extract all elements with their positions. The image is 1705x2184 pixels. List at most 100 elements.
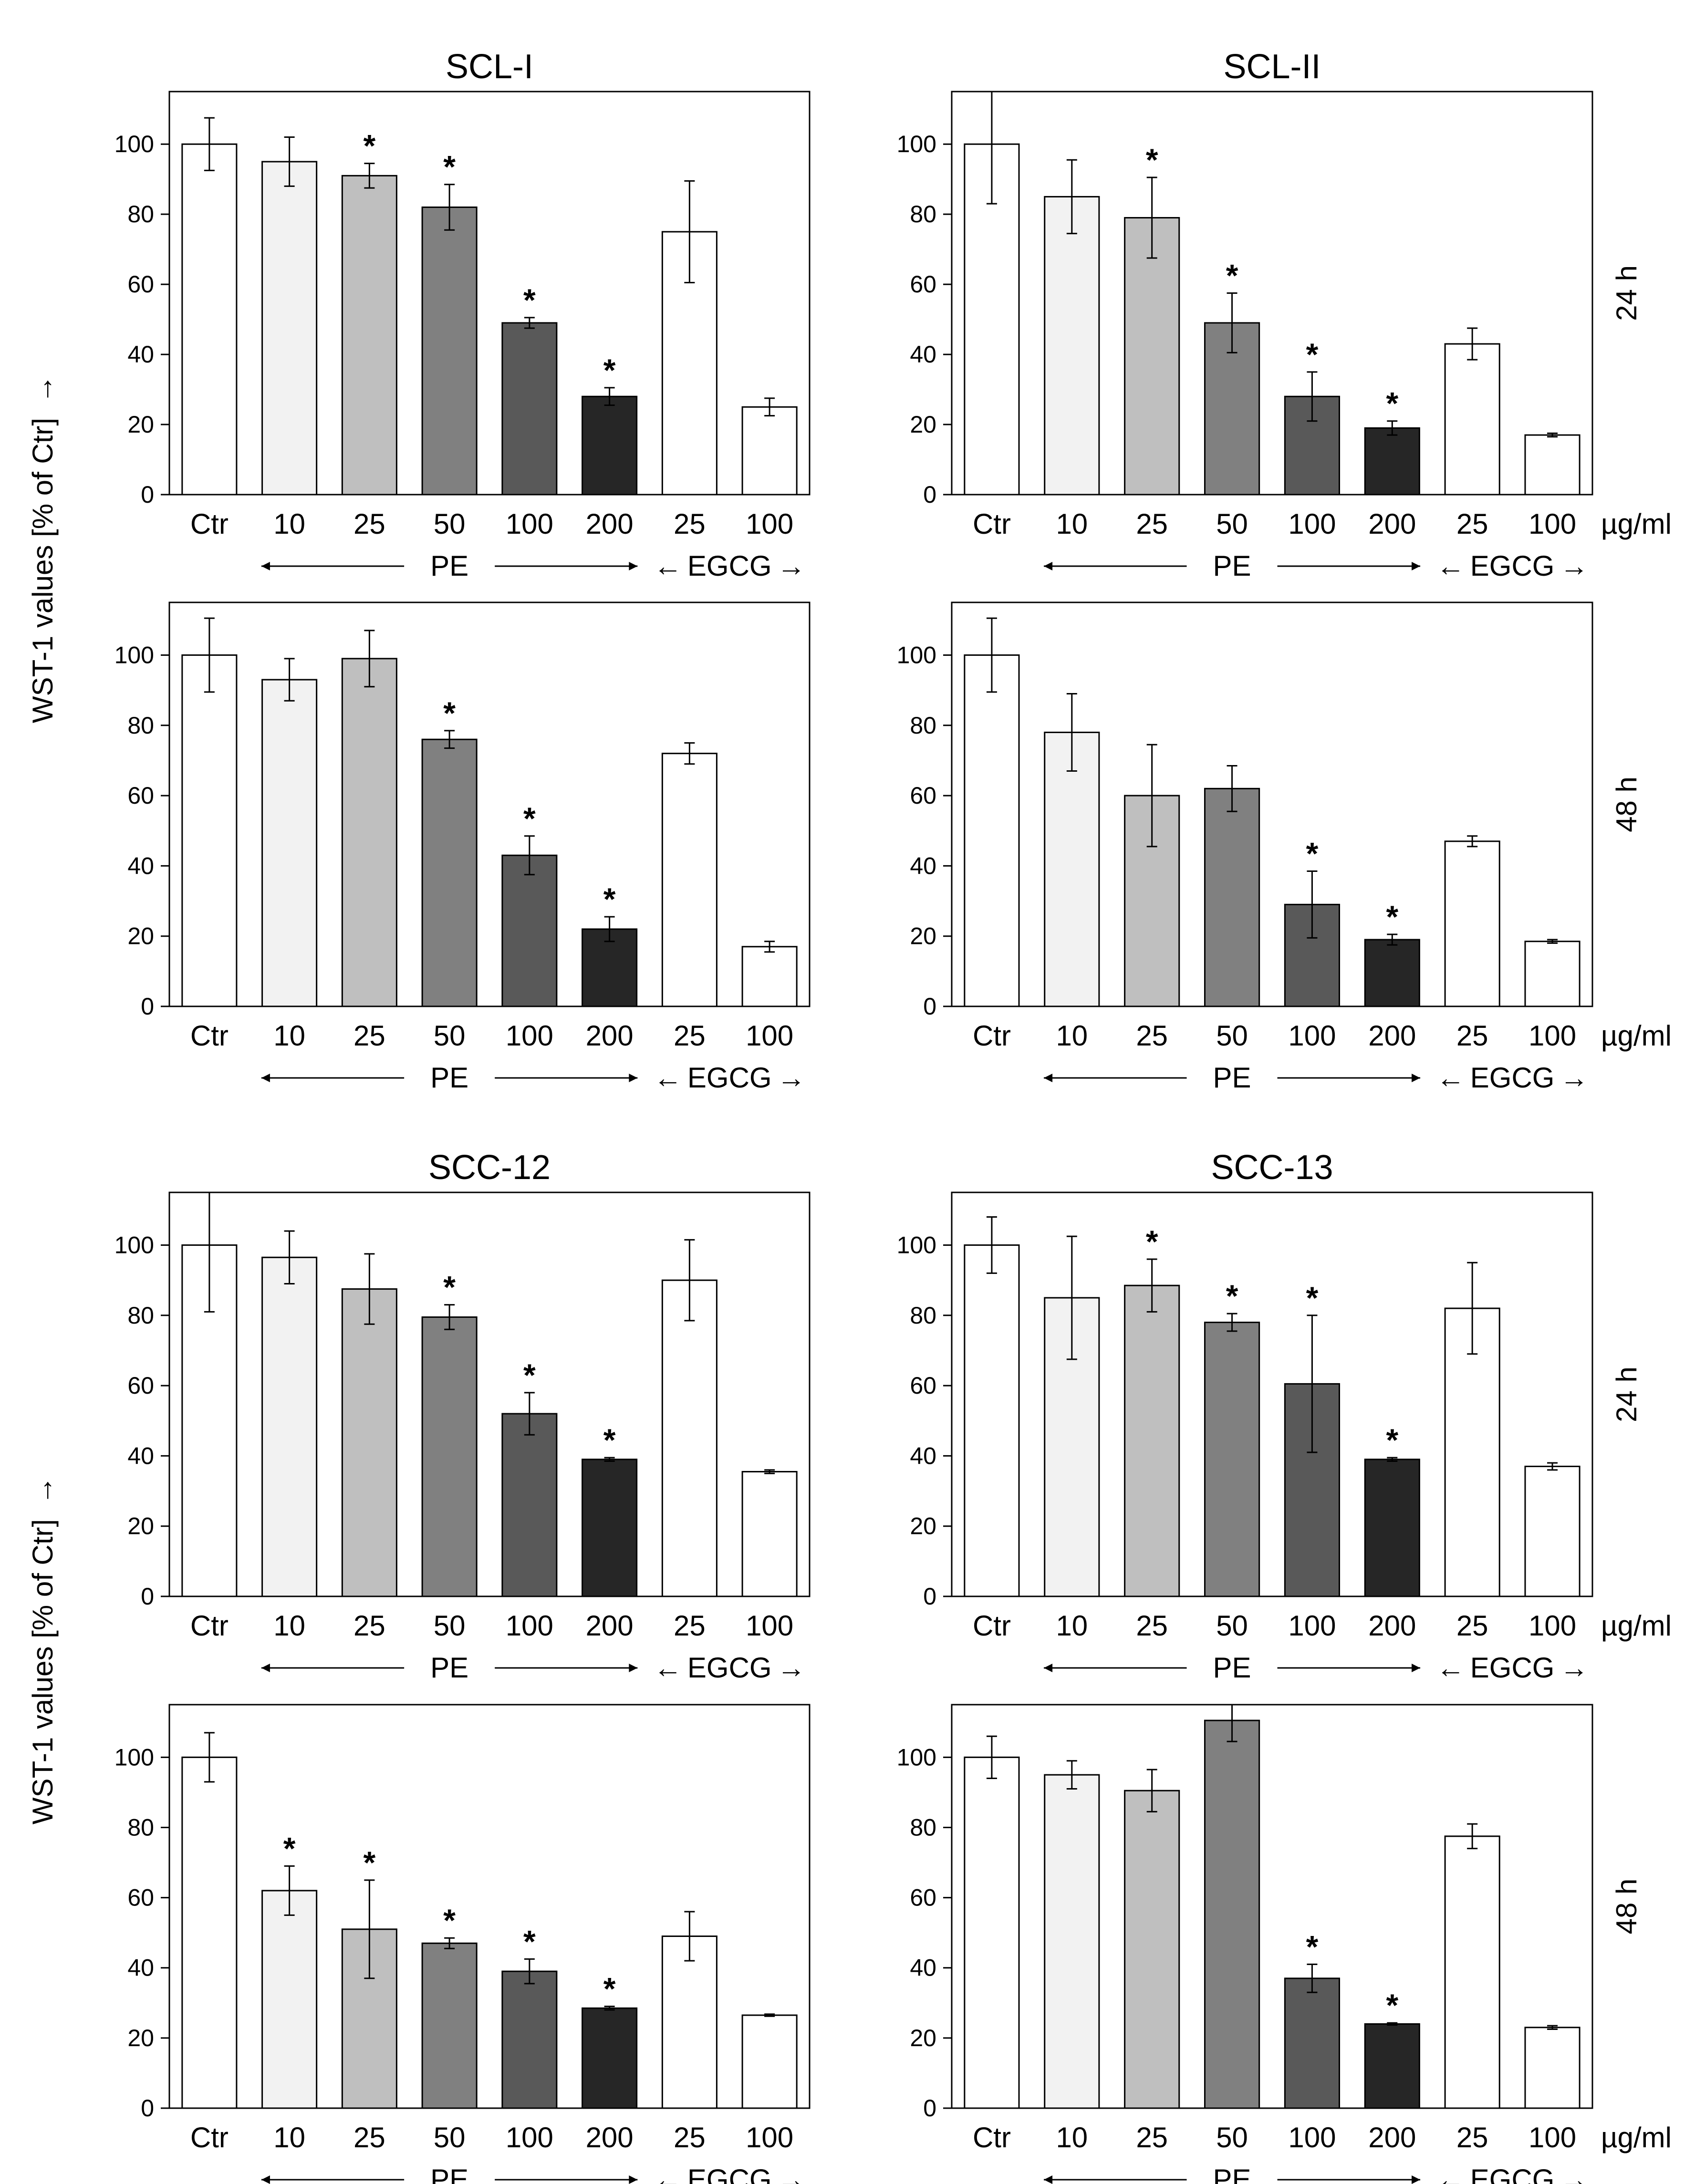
y-tick-label: 60 [127,271,154,298]
bar [261,161,318,496]
bar [1444,1307,1500,1597]
pe-arrowhead-left [1044,2175,1053,2184]
group-label-pe: PE [430,1652,468,1684]
group-label-pe: PE [430,1062,468,1094]
y-tick-label: 20 [910,411,936,438]
category-label: 100 [746,1020,793,1052]
category-label: Ctr [190,1020,229,1052]
y-tick-label: 80 [910,1302,936,1329]
panel-8: 0 20 40 60 80 100 Ctr 10 25 50 * 100 * 200 25 100 PE ← EGC… [897,1704,1672,2184]
bar [421,1316,478,1597]
panel-2: 0 20 40 60 80 100 Ctr 10 * 25 * 50 * 100 * 200 25 100 PE ← E… [897,48,1672,582]
panel-1: 0 20 40 60 80 100 Ctr 10 * 25 * 50 * 100 * 200 25 100 PE ← E… [114,48,811,582]
significance-star: * [603,1422,616,1458]
significance-star: * [1386,386,1398,421]
group-label-pe: PE [1213,550,1251,582]
bar [1524,1465,1580,1597]
y-tick-label: 60 [910,271,936,298]
category-label: 10 [273,1020,305,1052]
y-tick-label: 100 [897,642,936,668]
chart-title: SCC-12 [428,1149,551,1187]
category-label: 10 [273,2122,305,2153]
panel-3: 0 20 40 60 80 100 Ctr 10 25 * 50 * 100 * 200 25 100 PE ← EG… [114,601,811,1094]
y-tick-label: 40 [910,852,936,879]
bar [964,654,1020,1007]
panel-7: 0 20 40 60 80 100 Ctr * 10 * 25 * 50 * 100 * 200 25 100 PE ←… [114,1704,811,2184]
plot-frame [951,601,1593,1007]
egcg-arrow-left: ← [1436,2163,1465,2184]
plot-frame [168,601,811,1007]
y-tick-label: 80 [910,201,936,228]
category-label: 25 [674,508,706,540]
category-label: Ctr [973,2122,1011,2153]
y-tick-label: 0 [141,993,154,1020]
bar [181,654,238,1007]
bar [1364,939,1420,1007]
bar [582,1459,638,1597]
y-tick-label: 0 [923,993,936,1020]
y-tick-label: 80 [910,1814,936,1841]
bar [582,395,638,496]
egcg-arrow-right: → [777,1652,806,1684]
category-label: 200 [586,1020,634,1052]
significance-star: * [1306,836,1319,871]
bar [964,1756,1020,2109]
y-tick-label: 20 [127,923,154,950]
significance-star: * [603,352,616,388]
y-tick-label: 80 [910,712,936,739]
category-label: 100 [506,1020,553,1052]
egcg-arrow-right: → [777,2163,806,2184]
category-label: 100 [1528,1020,1576,1052]
y-tick-label: 20 [127,2025,154,2051]
panel-6: 0 20 40 60 80 100 Ctr 10 * 25 * 50 * 100 * 200 25 100 PE ← E… [897,1149,1672,1684]
category-label: 50 [1216,2122,1248,2153]
category-label: 25 [353,2122,385,2153]
y-tick-label: 60 [127,782,154,809]
pe-arrowhead-right [629,1664,638,1672]
bar [341,658,397,1007]
y-tick-label: 100 [897,1744,936,1770]
significance-star: * [443,1903,456,1938]
y-tick-label: 20 [127,411,154,438]
y-tick-label: 100 [114,1744,154,1770]
significance-star: * [1386,1987,1398,2023]
category-label: 50 [434,2122,466,2153]
y-axis-label: WST-1 values [% of Ctr] → [27,375,59,723]
category-label: 50 [1216,508,1248,540]
egcg-arrow-left: ← [1436,550,1465,582]
pe-arrowhead-right [1412,2175,1421,2184]
category-label: 25 [353,508,385,540]
bar [501,322,558,496]
y-tick-label: 60 [127,1884,154,1911]
category-label: 25 [353,1610,385,1642]
pe-arrowhead-left [261,1664,270,1672]
group-label-egcg: EGCG [687,2163,772,2184]
y-tick-label: 0 [141,1583,154,1610]
y-tick-label: 100 [114,131,154,157]
egcg-arrow-right: → [1560,1652,1589,1684]
bar [1204,1322,1260,1597]
category-label: 200 [586,2122,634,2153]
y-axis-label-text: WST-1 values [% of Ctr] [27,418,59,723]
significance-star: * [1226,258,1238,293]
bar [741,406,798,496]
bar [1444,840,1500,1007]
bar [1124,217,1180,496]
category-label: 200 [586,1610,634,1642]
category-label: 25 [1136,1610,1168,1642]
bar [964,1244,1020,1597]
plot-frame [951,1704,1593,2109]
category-label: 50 [434,508,466,540]
bar [741,2014,798,2109]
category-label: 25 [1136,1020,1168,1052]
bar [1364,427,1420,496]
y-tick-label: 40 [127,1955,154,1981]
category-label: 100 [1528,2122,1576,2153]
significance-star: * [1146,1224,1158,1259]
y-tick-label: 60 [127,1372,154,1399]
category-label: 25 [674,2122,706,2153]
chart-title: SCC-13 [1211,1149,1333,1187]
y-axis-arrow: → [27,1476,59,1505]
category-label: 100 [1528,508,1576,540]
category-label: 100 [746,1610,793,1642]
